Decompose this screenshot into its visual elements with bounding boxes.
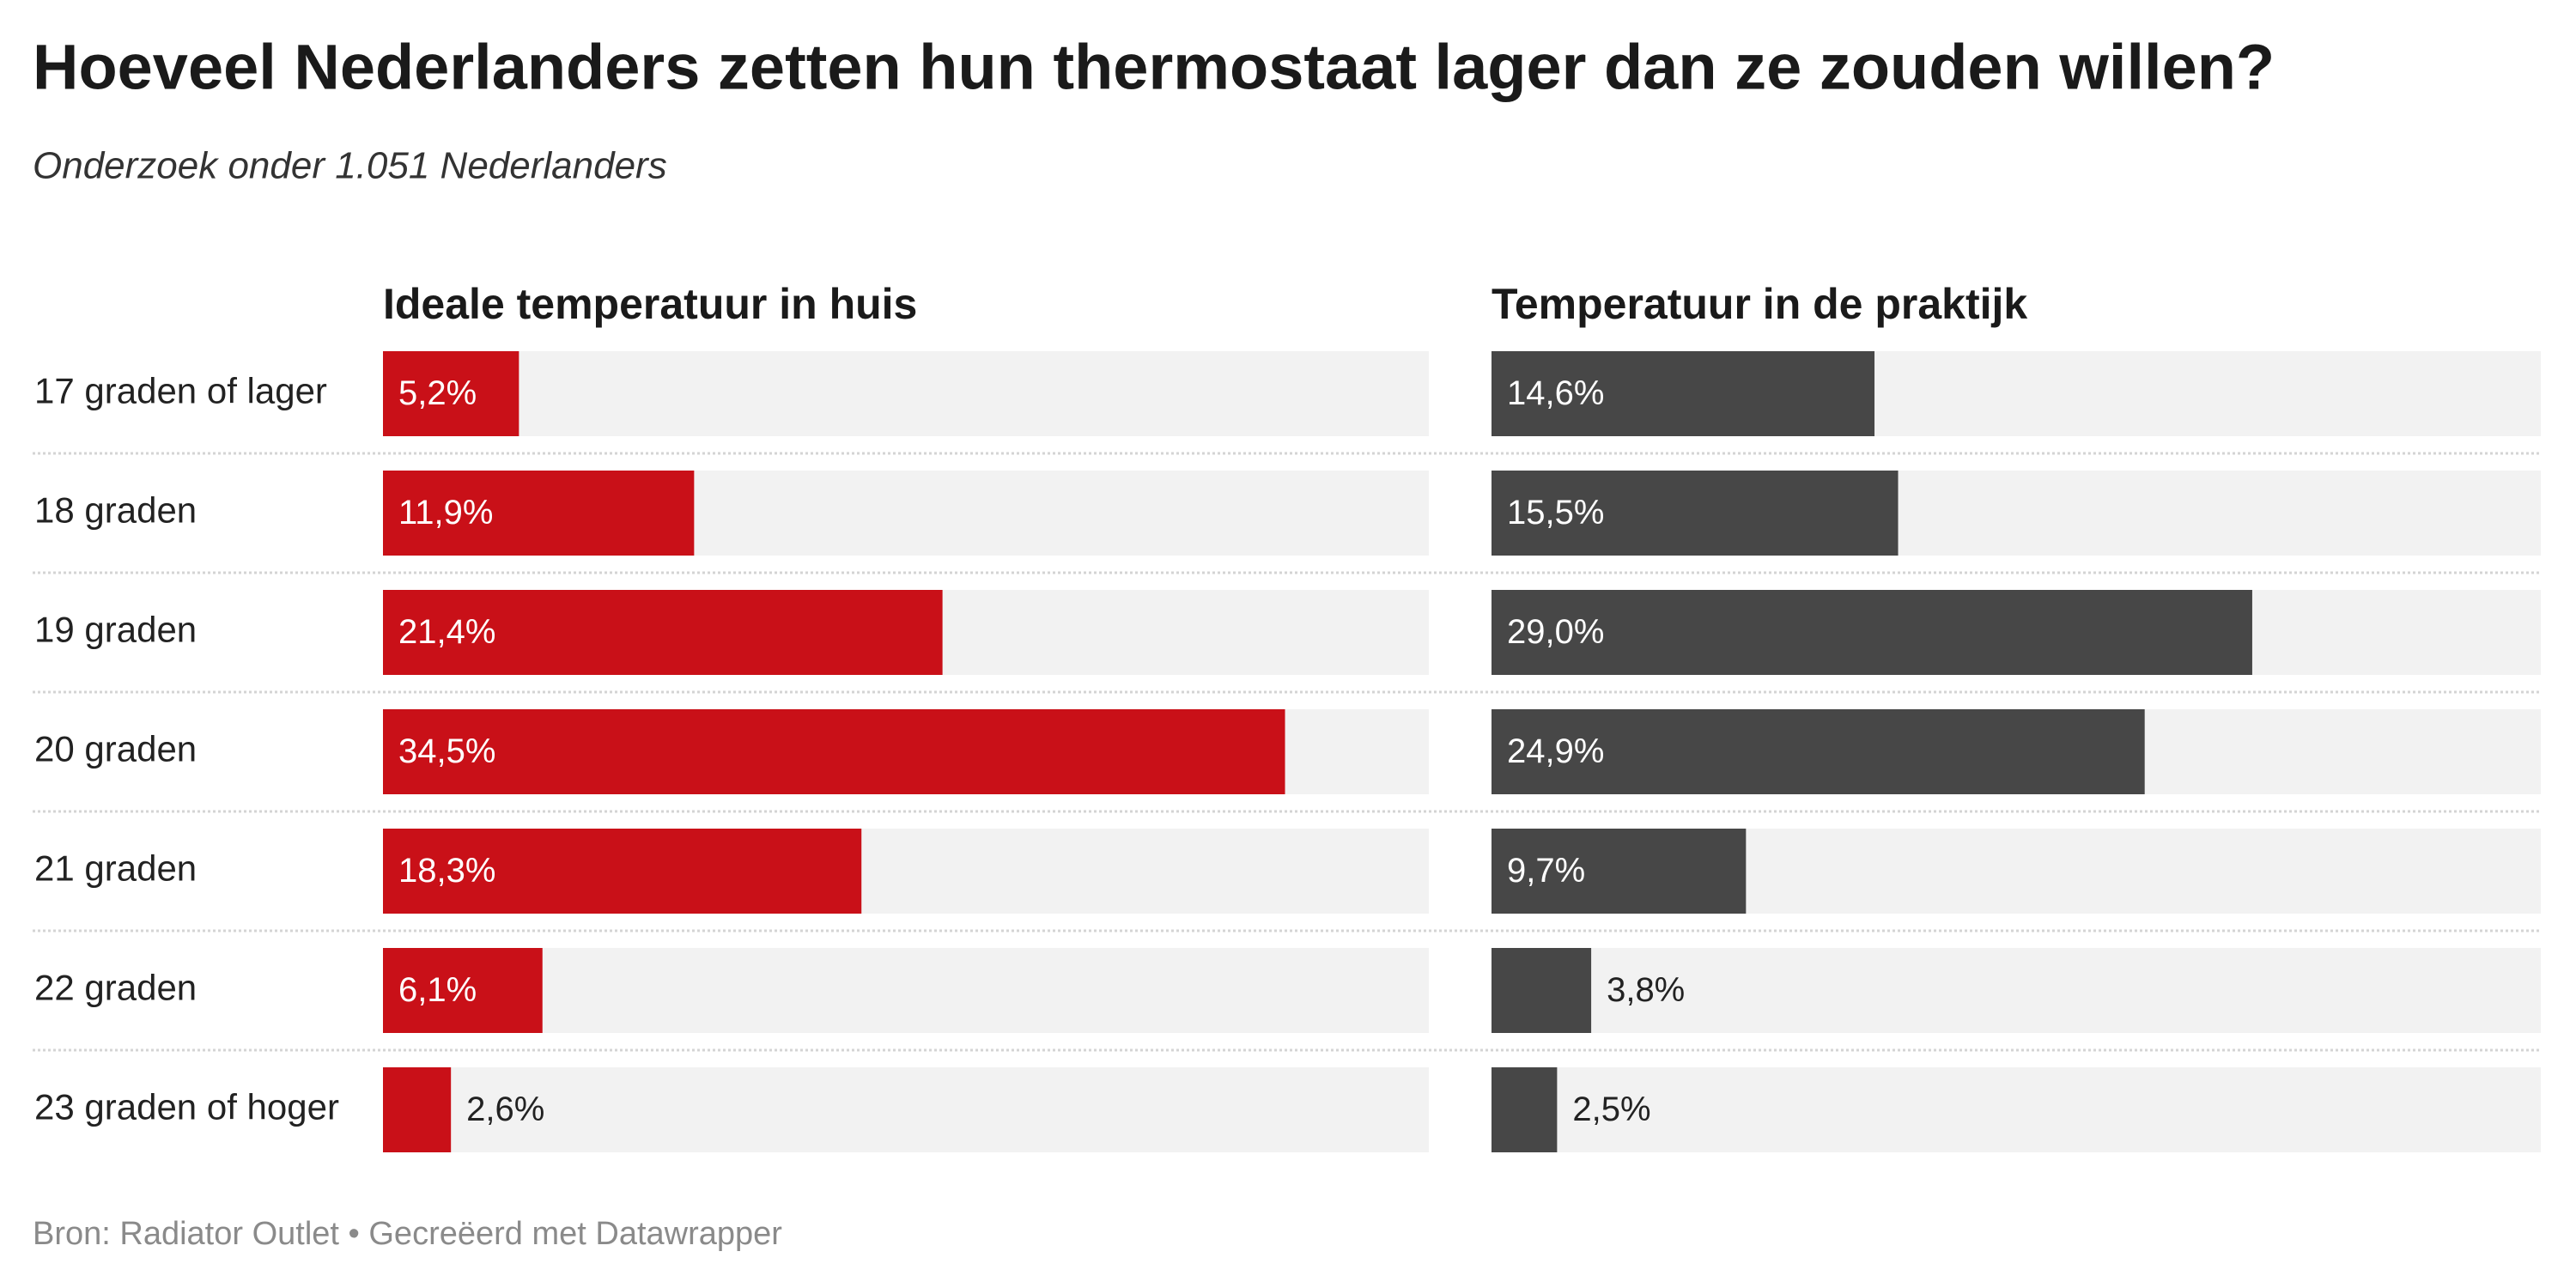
data-label: 29,0% xyxy=(1507,613,1604,651)
bar xyxy=(1492,351,1875,436)
bar xyxy=(1492,709,2145,794)
source-note: Bron: Radiator Outlet • Gecreëerd met Da… xyxy=(33,1216,782,1252)
bar xyxy=(383,590,943,675)
category-label: 19 graden xyxy=(34,610,197,650)
bar xyxy=(383,948,543,1033)
legend-entry: Temperatuur in de praktijk xyxy=(1492,280,2027,328)
data-label: 2,6% xyxy=(466,1091,544,1128)
category-label: 22 graden xyxy=(34,968,197,1008)
bar xyxy=(383,709,1285,794)
data-label: 21,4% xyxy=(398,613,495,651)
category-label: 21 graden xyxy=(34,848,197,889)
bar-track xyxy=(383,351,1429,436)
data-label: 14,6% xyxy=(1507,374,1604,412)
data-label: 18,3% xyxy=(398,852,495,890)
bar xyxy=(383,1067,452,1152)
bar xyxy=(383,471,695,556)
data-label: 11,9% xyxy=(398,494,493,532)
data-label: 34,5% xyxy=(398,732,495,770)
data-label: 15,5% xyxy=(1507,494,1604,532)
chart-subtitle: Onderzoek onder 1.051 Nederlanders xyxy=(33,145,667,187)
bar-track xyxy=(1492,948,2541,1033)
category-label: 23 graden of hoger xyxy=(34,1087,339,1127)
data-label: 6,1% xyxy=(398,971,477,1009)
legend-entry: Ideale temperatuur in huis xyxy=(383,280,917,328)
bar xyxy=(1492,829,1747,914)
bar-track xyxy=(1492,1067,2541,1152)
data-label: 24,9% xyxy=(1507,732,1604,770)
category-label: 17 graden of lager xyxy=(34,371,327,411)
data-label: 3,8% xyxy=(1607,971,1685,1009)
category-label: 20 graden xyxy=(34,729,197,769)
category-label: 18 graden xyxy=(34,490,197,531)
bar xyxy=(1492,1067,1558,1152)
chart-title: Hoeveel Nederlanders zetten hun thermost… xyxy=(33,32,2275,103)
bar xyxy=(1492,471,1899,556)
data-label: 5,2% xyxy=(398,374,477,412)
data-label: 9,7% xyxy=(1507,852,1585,890)
bar xyxy=(1492,948,1592,1033)
bar-track xyxy=(383,948,1429,1033)
bar xyxy=(1492,590,2252,675)
bar xyxy=(383,351,519,436)
data-label: 2,5% xyxy=(1572,1091,1650,1128)
bar-track xyxy=(383,1067,1429,1152)
bar xyxy=(383,829,862,914)
